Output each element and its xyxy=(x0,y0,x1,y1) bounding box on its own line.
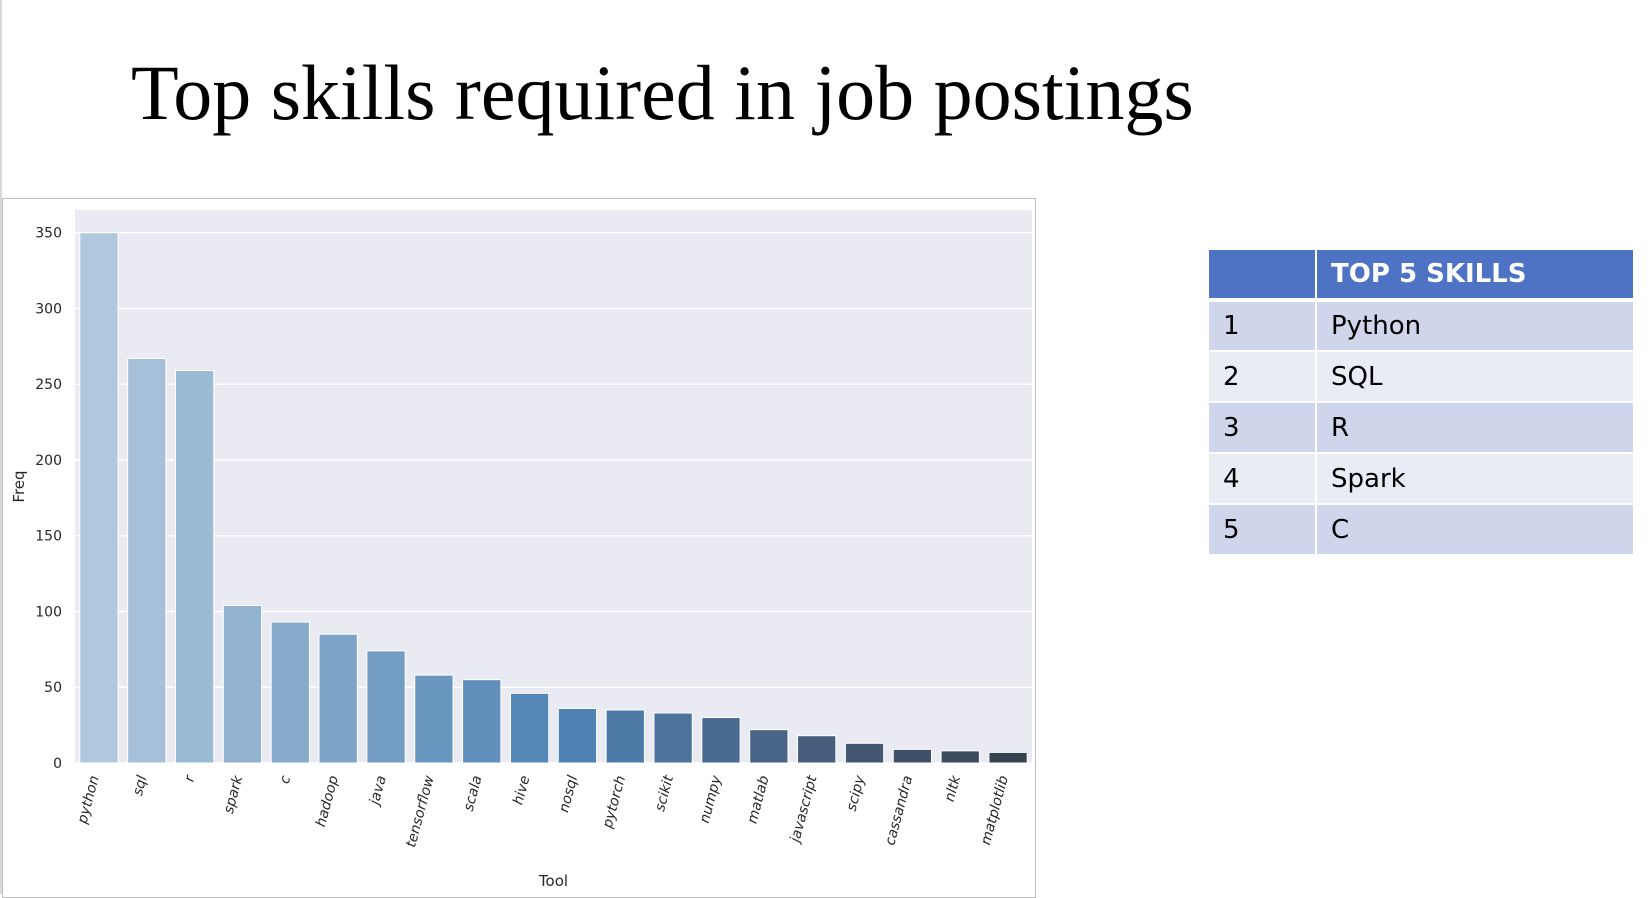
x-tick-label: matlab xyxy=(745,774,773,826)
bar-scipy xyxy=(844,742,885,764)
bar-r xyxy=(174,370,215,764)
bar-numpy xyxy=(701,717,741,764)
x-tick-label: scala xyxy=(461,774,486,813)
rank-cell: 4 xyxy=(1207,452,1317,505)
y-tick-label: 300 xyxy=(35,301,62,317)
bar-scikit xyxy=(653,712,693,764)
y-tick-label: 50 xyxy=(44,680,62,696)
x-tick-label: java xyxy=(366,774,390,808)
x-tick-label: r xyxy=(182,773,199,784)
bar-spark xyxy=(222,604,263,764)
y-tick-label: 100 xyxy=(35,604,62,620)
x-tick-label: hadoop xyxy=(313,774,342,829)
x-tick-label: javascript xyxy=(787,773,821,846)
rank-cell: 1 xyxy=(1207,299,1317,352)
plot-area xyxy=(75,210,1032,763)
x-tick-label: pytorch xyxy=(600,774,630,831)
top-skills-table: TOP 5 SKILLS 1 Python 2 SQL 3 R 4 Spark … xyxy=(1207,248,1635,556)
skill-cell: Spark xyxy=(1315,452,1635,505)
y-tick-label: 250 xyxy=(35,377,62,393)
bar-matlab xyxy=(749,729,789,764)
skill-cell: C xyxy=(1315,503,1635,556)
table-row: 4 Spark xyxy=(1207,452,1635,505)
bar-sql xyxy=(127,357,167,764)
x-tick-label: c xyxy=(277,774,295,786)
x-tick-label: cassandra xyxy=(882,774,916,847)
y-tick-label: 200 xyxy=(35,453,62,469)
bar-hadoop xyxy=(318,633,358,764)
x-tick-label: nltk xyxy=(942,773,965,803)
table-row: 3 R xyxy=(1207,401,1635,454)
table-row: 5 C xyxy=(1207,503,1635,556)
bar-python xyxy=(79,232,119,764)
x-tick-label: scikit xyxy=(652,773,677,813)
rank-cell: 2 xyxy=(1207,350,1317,403)
x-tick-label: python xyxy=(74,774,102,826)
x-tick-label: tensorflow xyxy=(403,773,438,849)
table-row: 1 Python xyxy=(1207,299,1635,352)
bar-java xyxy=(366,650,406,764)
bar-pytorch xyxy=(605,709,645,764)
x-tick-label: nosql xyxy=(556,774,581,814)
table-header-skill: TOP 5 SKILLS xyxy=(1315,248,1635,302)
rank-cell: 3 xyxy=(1207,401,1317,454)
x-tick-label: numpy xyxy=(697,773,725,825)
slide-title: Top skills required in job postings xyxy=(131,49,1194,136)
bar-chart: 0 50 100 150 200 250 300 350 python sql r spark c had… xyxy=(10,210,1032,890)
table-header-rank xyxy=(1207,248,1317,302)
y-axis-label: Freq xyxy=(10,470,28,502)
x-tick-label: sql xyxy=(130,774,151,798)
x-axis-label: Tool xyxy=(538,872,568,890)
bar-javascript xyxy=(797,735,837,764)
rank-cell: 5 xyxy=(1207,503,1317,556)
table-row: 2 SQL xyxy=(1207,350,1635,403)
x-tick-label: scipy xyxy=(844,773,869,813)
bar-hive xyxy=(509,692,550,764)
skill-cell: SQL xyxy=(1315,350,1635,403)
y-tick-label: 150 xyxy=(35,529,62,545)
bar-nosql xyxy=(557,707,598,764)
table-header-row: TOP 5 SKILLS xyxy=(1207,248,1635,302)
bar-scala xyxy=(462,679,502,764)
bar-nltk xyxy=(940,750,980,764)
bar-matplotlib xyxy=(988,751,1028,764)
x-tick-label: hive xyxy=(510,774,533,807)
y-tick-label: 0 xyxy=(53,756,62,772)
bar-c xyxy=(270,621,310,764)
bar-cassandra xyxy=(892,748,933,764)
skill-cell: Python xyxy=(1315,299,1635,352)
skill-cell: R xyxy=(1315,401,1635,454)
y-tick-label: 350 xyxy=(35,226,62,242)
x-tick-label: matplotlib xyxy=(978,774,1012,847)
x-tick-label: spark xyxy=(221,773,247,815)
slide-edge xyxy=(0,0,2,894)
bar-tensorflow xyxy=(414,674,454,764)
